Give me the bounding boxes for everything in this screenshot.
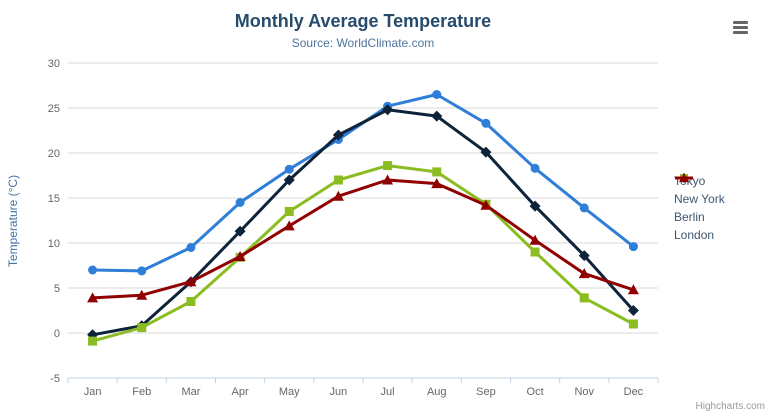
data-point-new-york[interactable] [578, 250, 590, 262]
legend-label: Berlin [674, 210, 705, 224]
series-line-new-york[interactable] [91, 108, 635, 337]
legend-item-berlin[interactable]: Berlin [674, 174, 725, 226]
data-point-berlin[interactable] [530, 247, 540, 257]
x-tick-label: Mar [181, 386, 200, 398]
data-point-berlin[interactable] [579, 293, 589, 303]
y-tick-label: 30 [48, 58, 60, 70]
data-point-tokyo[interactable] [186, 243, 196, 252]
legend-label: New York [674, 192, 725, 206]
y-tick-label: 20 [48, 148, 60, 160]
x-tick-label: Jan [84, 386, 102, 398]
data-point-london[interactable] [136, 289, 148, 300]
y-tick-label: 0 [54, 328, 60, 340]
data-point-berlin[interactable] [628, 319, 638, 329]
export-menu-button[interactable] [732, 19, 749, 36]
y-tick-label: 5 [54, 283, 60, 295]
data-point-berlin[interactable] [284, 207, 294, 216]
series-line-london[interactable] [91, 178, 635, 300]
data-point-tokyo[interactable] [137, 266, 147, 276]
legend: Tokyo New York Berlin London [674, 172, 725, 244]
data-point-tokyo[interactable] [88, 265, 98, 275]
data-point-london[interactable] [578, 268, 590, 279]
hamburger-icon [733, 21, 748, 24]
data-point-new-york[interactable] [283, 174, 295, 186]
data-point-berlin[interactable] [88, 336, 98, 346]
data-point-london[interactable] [480, 199, 492, 210]
data-point-london[interactable] [283, 220, 295, 231]
hamburger-icon [733, 31, 748, 34]
data-point-london[interactable] [382, 174, 394, 185]
data-point-tokyo[interactable] [579, 203, 589, 213]
x-tick-label: Jun [330, 386, 348, 398]
data-point-new-york[interactable] [480, 146, 492, 158]
data-point-new-york[interactable] [431, 110, 443, 122]
legend-label: London [674, 228, 715, 242]
x-tick-label: Sep [476, 386, 496, 398]
data-point-london[interactable] [332, 190, 344, 201]
data-point-berlin[interactable] [383, 161, 393, 171]
data-point-berlin[interactable] [333, 175, 343, 185]
data-point-new-york[interactable] [332, 129, 344, 141]
data-point-new-york[interactable] [234, 225, 246, 237]
y-tick-label: 10 [48, 238, 60, 250]
x-tick-label: Aug [427, 386, 447, 398]
data-point-berlin[interactable] [432, 167, 442, 177]
series-line-berlin[interactable] [91, 164, 635, 343]
x-tick-label: Nov [574, 386, 594, 398]
data-point-berlin[interactable] [137, 323, 147, 333]
data-point-tokyo[interactable] [628, 242, 638, 252]
data-point-tokyo[interactable] [284, 164, 294, 174]
data-point-tokyo[interactable] [432, 90, 442, 99]
chart-title: Monthly Average Temperature [234, 11, 492, 31]
y-tick-label: -5 [50, 373, 60, 385]
data-point-london[interactable] [185, 276, 197, 287]
data-point-london[interactable] [87, 292, 99, 303]
x-tick-label: Apr [232, 386, 249, 398]
x-tick-label: Dec [624, 386, 644, 398]
chart-subtitle: Source: WorldClimate.com [291, 36, 435, 50]
x-tick-label: Oct [527, 386, 544, 398]
data-point-tokyo[interactable] [481, 118, 491, 128]
x-tick-label: May [279, 386, 300, 398]
hamburger-icon [733, 26, 748, 29]
x-tick-label: Jul [381, 386, 395, 398]
triangle-legend-marker [679, 173, 689, 182]
y-tick-label: 15 [48, 193, 60, 205]
legend-item-london[interactable]: London [674, 173, 725, 244]
credits-link[interactable]: Highcharts.com [695, 401, 765, 412]
triangle-legend-icon [675, 173, 693, 182]
data-point-new-york[interactable] [382, 104, 394, 116]
data-point-london[interactable] [627, 284, 639, 295]
data-point-london[interactable] [234, 251, 246, 261]
data-point-berlin[interactable] [186, 297, 196, 306]
data-point-tokyo[interactable] [235, 198, 245, 207]
y-tick-label: 25 [48, 103, 60, 115]
y-axis-title: Temperature (°C) [6, 174, 20, 268]
data-point-london[interactable] [431, 178, 443, 189]
data-point-tokyo[interactable] [530, 163, 540, 173]
legend-item-new-york[interactable]: New York [674, 173, 725, 208]
data-point-new-york[interactable] [529, 200, 541, 212]
data-point-new-york[interactable] [627, 305, 639, 316]
x-tick-label: Feb [132, 386, 151, 398]
data-point-london[interactable] [529, 234, 541, 245]
